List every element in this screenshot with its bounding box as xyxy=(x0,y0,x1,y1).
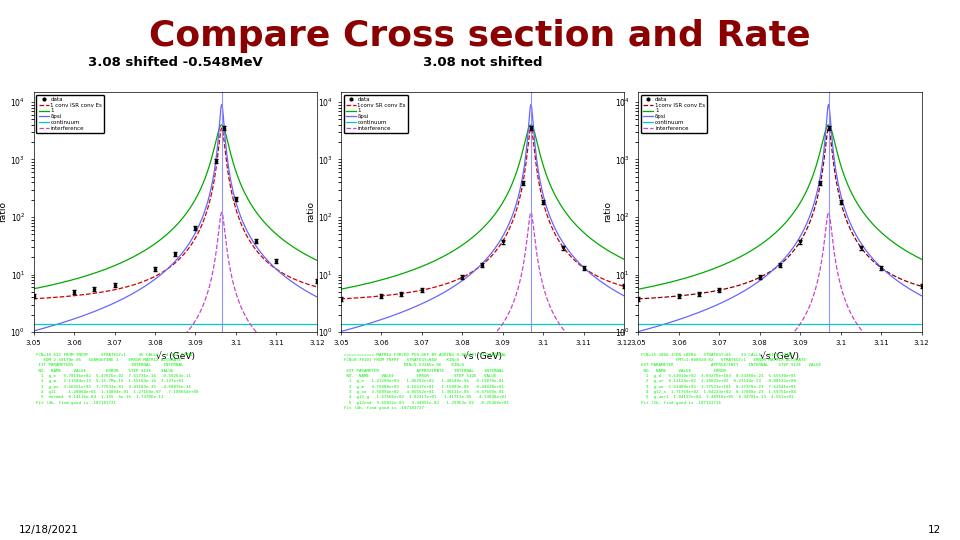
Text: 3.08 not shifted: 3.08 not shifted xyxy=(422,56,542,69)
Text: FCN=10.612 FROM TNFRF     STRATEGY=1     45 CALLS   4.164 TOTAL
   EDM 2.59179e-: FCN=10.612 FROM TNFRF STRATEGY=1 45 CALL… xyxy=(36,353,199,405)
Text: ============ MATRIX FORCED POS-DEF BY ADDING 0.003221 TO DIAGONAL
FCN=0.79101 FR: ============ MATRIX FORCED POS-DEF BY AD… xyxy=(344,353,509,410)
Legend: data, 1conv SR conv Es, 1, δpsi, continuum, interference: data, 1conv SR conv Es, 1, δpsi, continu… xyxy=(344,94,408,133)
X-axis label: √s (GeV): √s (GeV) xyxy=(760,352,800,361)
Text: 3.08 shifted -0.548MeV: 3.08 shifted -0.548MeV xyxy=(87,56,263,69)
Text: 12/18/2021: 12/18/2021 xyxy=(19,524,79,535)
Text: $\mathcal{L}$: $\mathcal{L}$ xyxy=(845,62,854,75)
Legend: data, 1conv ISR conv Es, 1, δpsi, continuum, interference: data, 1conv ISR conv Es, 1, δpsi, contin… xyxy=(641,94,708,133)
Y-axis label: ratio: ratio xyxy=(0,201,8,222)
Text: Compare Cross section and Rate: Compare Cross section and Rate xyxy=(149,19,811,53)
X-axis label: √s (GeV): √s (GeV) xyxy=(463,352,502,361)
Text: 12: 12 xyxy=(927,524,941,535)
Text: $N_{sig}$: $N_{sig}$ xyxy=(838,35,861,52)
Y-axis label: ratio: ratio xyxy=(306,201,315,222)
Text: Rate  =: Rate = xyxy=(735,49,793,62)
Text: FCN=15.2066 JCEN LBERG   STRATEGY=06    33 CALLS   3126 TOTAL
              FMT=: FCN=15.2066 JCEN LBERG STRATEGY=06 33 CA… xyxy=(641,353,821,405)
Legend: data, 1 conv ISR conv Es, 1, δpsi, continuum, interference: data, 1 conv ISR conv Es, 1, δpsi, conti… xyxy=(36,94,105,133)
Y-axis label: ratio: ratio xyxy=(604,201,612,222)
X-axis label: √s (GeV): √s (GeV) xyxy=(156,352,195,361)
